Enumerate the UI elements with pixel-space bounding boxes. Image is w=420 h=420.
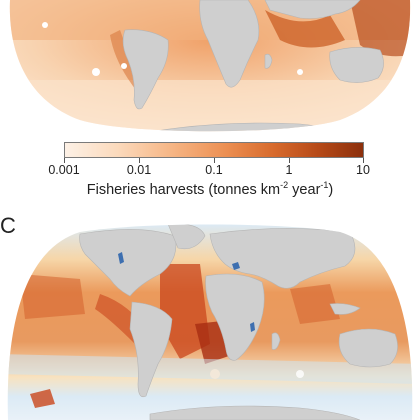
colorbar-tick	[139, 158, 140, 163]
antarctica-land	[149, 405, 361, 420]
panel-c-map	[7, 224, 413, 420]
fisheries-harvest-map	[9, 0, 411, 132]
south-america-land	[129, 301, 173, 398]
africa-land	[205, 273, 265, 361]
colorbar-tick-label: 10	[356, 163, 370, 177]
australia-land	[338, 328, 398, 368]
colorbar-tick-label: 0.01	[126, 163, 152, 177]
colorbar-tick-label: 1	[285, 163, 293, 177]
lake	[118, 252, 124, 264]
lake	[232, 262, 240, 270]
colorbar-tick	[64, 158, 65, 163]
colorbar-tick	[289, 158, 290, 163]
bottom-ocean	[7, 224, 413, 420]
madagascar-land	[264, 53, 273, 69]
greenland-land	[167, 224, 206, 250]
madagascar-land	[271, 332, 281, 350]
north-america-land	[79, 229, 177, 297]
lake	[250, 322, 255, 332]
indonesia-land	[329, 303, 361, 315]
colorbar-tick	[363, 158, 364, 163]
asia-land	[264, 0, 361, 19]
australia-land	[329, 47, 384, 83]
colorbar-title: Fisheries harvests (tonnes km-2 year-1)	[86, 180, 334, 198]
africa-land	[199, 0, 260, 88]
south-america-land	[122, 29, 169, 110]
colorbar-tick-label: 0.001	[48, 163, 80, 177]
colorbar-tick-label: 0.1	[205, 163, 223, 177]
colorbar: 0.001 0.01 0.1 1 10 Fisheries harvests (…	[0, 138, 420, 202]
panel-label: C	[0, 213, 16, 238]
colorbar-gradient	[64, 142, 364, 158]
colorbar-tick	[214, 158, 215, 163]
